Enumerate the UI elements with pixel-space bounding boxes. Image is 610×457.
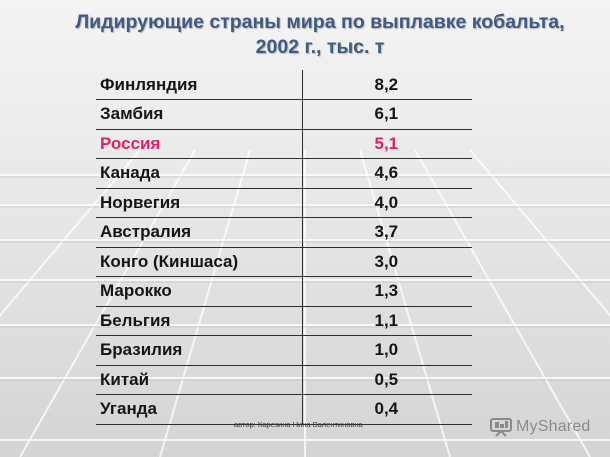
table-row: Китай 0,5 [96, 365, 472, 395]
table-row: Уганда 0,4 [96, 394, 472, 425]
country-cell: Канада [96, 158, 303, 189]
country-cell: Финляндия [96, 70, 303, 100]
page-title: Лидирующие страны мира по выплавке кобал… [40, 10, 600, 60]
country-cell: Замбия [96, 99, 303, 130]
table-row: Марокко 1,3 [96, 276, 472, 307]
country-cell: Бельгия [96, 306, 303, 336]
value-cell: 3,0 [302, 247, 472, 277]
myshared-logo-icon [490, 418, 512, 437]
data-table: Финляндия 8,2 Замбия 6,1 Россия 5,1 Кана… [96, 70, 472, 425]
table-row: Финляндия 8,2 [96, 70, 472, 100]
value-cell: 1,3 [302, 276, 472, 307]
table-row: Австралия 3,7 [96, 217, 472, 248]
value-cell: 8,2 [302, 70, 472, 100]
myshared-logo[interactable]: MyShared [490, 417, 591, 437]
table-row: Бельгия 1,1 [96, 306, 472, 336]
value-cell: 0,4 [302, 394, 472, 425]
table-row: Бразилия 1,0 [96, 335, 472, 366]
value-cell: 4,6 [302, 158, 472, 189]
table-row: Норвегия 4,0 [96, 188, 472, 218]
country-cell: Австралия [96, 217, 303, 248]
value-cell: 1,1 [302, 306, 472, 336]
country-cell: Конго (Киншаса) [96, 247, 303, 277]
value-cell: 3,7 [302, 217, 472, 248]
logo-text: MyShared [516, 418, 591, 435]
table-row: Замбия 6,1 [96, 99, 472, 130]
table-row: Конго (Киншаса) 3,0 [96, 247, 472, 277]
country-cell: Марокко [96, 276, 303, 307]
country-cell: Бразилия [96, 335, 303, 366]
country-cell: Уганда [96, 394, 303, 425]
title-line-2: 2002 г., тыс. т [255, 36, 385, 58]
country-cell: Россия [96, 129, 303, 159]
value-cell: 6,1 [302, 99, 472, 130]
value-cell: 1,0 [302, 335, 472, 366]
author-credit: автор: Карезина Нина Валентиновна [234, 420, 363, 429]
country-cell: Китай [96, 365, 303, 395]
value-cell: 5,1 [302, 129, 472, 159]
value-cell: 0,5 [302, 365, 472, 395]
table-row-highlighted: Россия 5,1 [96, 129, 472, 159]
country-cell: Норвегия [96, 188, 303, 218]
title-line-1: Лидирующие страны мира по выплавке кобал… [75, 11, 565, 33]
cobalt-table: Финляндия 8,2 Замбия 6,1 Россия 5,1 Кана… [96, 70, 472, 425]
table-row: Канада 4,6 [96, 158, 472, 189]
value-cell: 4,0 [302, 188, 472, 218]
